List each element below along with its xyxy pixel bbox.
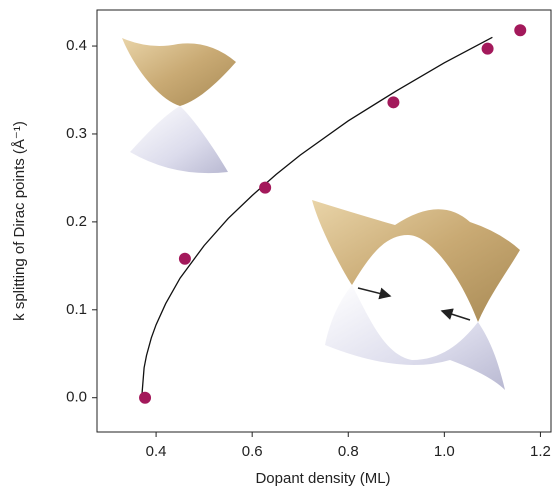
y-axis-label: k splitting of Dirac points (Å⁻¹) [11,121,28,321]
data-point [178,252,191,265]
x-tick-label: 1.2 [530,443,551,460]
data-point [514,24,527,37]
x-tick-label: 0.4 [146,443,167,460]
data-point [139,391,152,404]
x-axis-label: Dopant density (ML) [255,470,390,487]
y-tick-label: 0.2 [66,213,87,230]
fit-curve [141,36,493,398]
data-point [259,181,272,194]
data-point [481,42,494,55]
y-tick-label: 0.3 [66,125,87,142]
inset-small-cones [122,38,236,174]
inset-split-cones [312,200,520,390]
y-tick-label: 0.1 [66,301,87,318]
x-tick-label: 1.0 [434,443,455,460]
x-tick-label: 0.6 [242,443,263,460]
data-point [387,96,400,109]
plot-frame [96,9,552,433]
y-tick-label: 0.0 [66,389,87,406]
y-tick-label: 0.4 [66,37,87,54]
x-tick-label: 0.8 [338,443,359,460]
